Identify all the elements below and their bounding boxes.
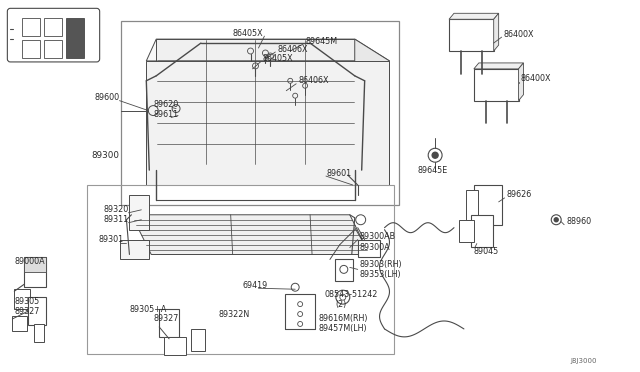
Bar xyxy=(459,220,474,241)
Text: 89626: 89626 xyxy=(507,190,532,199)
Bar xyxy=(44,40,62,58)
Text: 89303(RH): 89303(RH) xyxy=(360,260,403,269)
Bar xyxy=(466,190,478,220)
Text: 89311: 89311 xyxy=(104,215,129,224)
Text: 89600: 89600 xyxy=(95,93,120,102)
Text: 89320: 89320 xyxy=(104,205,129,214)
Text: 86405X: 86405X xyxy=(262,54,293,64)
Bar xyxy=(12,316,28,331)
Polygon shape xyxy=(449,13,499,19)
Text: 86400X: 86400X xyxy=(504,30,534,39)
Text: 89322N: 89322N xyxy=(219,310,250,318)
Text: 89300A: 89300A xyxy=(360,243,390,252)
Polygon shape xyxy=(147,39,390,61)
Bar xyxy=(474,185,502,225)
Bar xyxy=(164,337,186,355)
Text: (2): (2) xyxy=(335,299,346,309)
Text: 89045: 89045 xyxy=(474,247,499,256)
Bar xyxy=(122,21,399,205)
Text: 08543-51242: 08543-51242 xyxy=(325,290,378,299)
Text: 89645M: 89645M xyxy=(305,36,337,46)
Bar xyxy=(471,215,493,247)
Text: 89301: 89301 xyxy=(99,235,124,244)
Polygon shape xyxy=(129,195,149,230)
Text: 69419: 69419 xyxy=(243,281,268,290)
Bar xyxy=(120,240,149,259)
Text: 89620: 89620 xyxy=(153,100,179,109)
Bar xyxy=(22,18,40,36)
Text: J8J3000: J8J3000 xyxy=(570,358,596,364)
Text: 89300AB: 89300AB xyxy=(360,232,396,241)
Bar xyxy=(285,294,315,329)
Text: 88960: 88960 xyxy=(566,217,591,226)
Text: 86405X: 86405X xyxy=(233,29,263,38)
Text: 89000A: 89000A xyxy=(14,257,45,266)
Bar xyxy=(34,324,44,342)
Bar xyxy=(14,289,30,309)
Text: 86406X: 86406X xyxy=(298,76,329,85)
Text: 89601: 89601 xyxy=(327,169,352,177)
Text: 86400X: 86400X xyxy=(520,74,551,83)
Circle shape xyxy=(554,218,558,222)
Text: 89611: 89611 xyxy=(153,110,179,119)
Bar xyxy=(449,19,493,51)
Text: 89645E: 89645E xyxy=(417,166,447,174)
Polygon shape xyxy=(355,39,390,185)
Bar xyxy=(335,259,353,281)
Polygon shape xyxy=(518,63,524,101)
Bar xyxy=(24,257,46,287)
Polygon shape xyxy=(156,39,355,165)
Polygon shape xyxy=(147,61,390,185)
Bar xyxy=(22,40,40,58)
Text: 89353(LH): 89353(LH) xyxy=(360,270,401,279)
Bar xyxy=(28,297,46,325)
Text: 89616M(RH): 89616M(RH) xyxy=(318,314,367,324)
Bar xyxy=(44,18,62,36)
Text: 89305+A: 89305+A xyxy=(129,305,167,314)
Polygon shape xyxy=(131,215,370,254)
Polygon shape xyxy=(493,13,499,51)
Text: 89300: 89300 xyxy=(92,151,120,160)
Bar xyxy=(358,240,380,257)
Bar xyxy=(191,329,205,351)
Circle shape xyxy=(432,152,438,158)
FancyBboxPatch shape xyxy=(7,8,100,62)
Bar xyxy=(159,309,179,337)
Bar xyxy=(87,185,394,354)
Text: 89457M(LH): 89457M(LH) xyxy=(318,324,367,333)
Bar xyxy=(474,69,518,101)
Text: 89327: 89327 xyxy=(14,307,40,315)
Polygon shape xyxy=(474,63,524,69)
Bar xyxy=(66,18,84,58)
Text: 89305: 89305 xyxy=(14,296,40,306)
Text: 89327: 89327 xyxy=(153,314,179,324)
Bar xyxy=(24,257,46,272)
Text: 86406X: 86406X xyxy=(277,45,308,54)
